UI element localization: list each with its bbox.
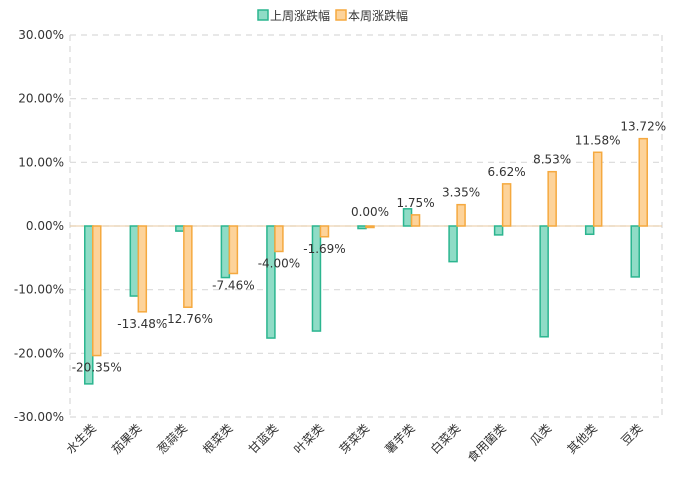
bar-last-week <box>539 225 549 338</box>
legend: 上周涨跌幅 本周涨跌幅 <box>257 8 408 23</box>
x-tick-label: 食用菌类 <box>464 421 509 466</box>
bar-last-week <box>311 225 322 332</box>
data-label: 8.53% <box>533 153 571 167</box>
legend-label-last-week: 上周涨跌幅 <box>270 8 330 23</box>
data-label: 11.58% <box>575 133 621 147</box>
bar-last-week <box>448 225 458 263</box>
y-tick-label: 10.00% <box>18 155 64 169</box>
x-tick-label: 水生类 <box>64 421 99 456</box>
data-label: 3.35% <box>442 186 480 200</box>
bar-last-week <box>266 225 276 339</box>
x-tick-label: 根菜类 <box>200 421 235 456</box>
bar-this-week <box>547 170 557 227</box>
bar-this-week <box>592 151 603 227</box>
y-tick-label: -20.00% <box>14 346 64 360</box>
bar-this-week <box>456 203 466 227</box>
bar-last-week <box>357 225 367 230</box>
x-tick-label: 白菜类 <box>427 421 463 457</box>
x-tick-label: 瓜类 <box>527 421 554 448</box>
data-label: 13.72% <box>620 120 666 134</box>
x-tick-label: 葱蒜类 <box>155 421 190 456</box>
bar-this-week <box>228 225 239 275</box>
bar-this-week <box>410 214 421 227</box>
bar-this-week <box>638 137 648 227</box>
bar-last-week <box>630 225 640 278</box>
bar-this-week <box>92 225 102 357</box>
data-label: 0.00% <box>351 205 389 219</box>
data-label: -7.46% <box>212 278 254 292</box>
x-tick-label: 叶菜类 <box>291 421 326 456</box>
bar-this-week <box>501 183 512 227</box>
bar-last-week <box>175 225 185 232</box>
x-tick-label: 茄果类 <box>109 421 144 456</box>
x-tick-label: 其他类 <box>564 421 599 456</box>
x-tick-label: 薯芋类 <box>382 421 417 456</box>
data-label: -13.48% <box>117 317 167 331</box>
y-tick-label: 20.00% <box>18 92 64 106</box>
bar-last-week <box>129 225 140 297</box>
data-label: -12.76% <box>163 312 213 326</box>
data-label: -20.35% <box>72 361 122 375</box>
bar-last-week <box>493 225 504 236</box>
x-tick-label: 豆类 <box>618 421 645 448</box>
legend-swatch-last-week <box>257 9 269 21</box>
bar-this-week <box>365 225 375 229</box>
legend-swatch-this-week <box>335 9 347 21</box>
bar-this-week <box>319 225 330 238</box>
y-tick-label: 30.00% <box>18 28 64 42</box>
bar-last-week <box>220 225 231 279</box>
y-tick-label: -30.00% <box>14 410 64 424</box>
data-label: -1.69% <box>303 242 345 256</box>
data-label: -4.00% <box>258 256 300 270</box>
bar-this-week <box>137 225 148 313</box>
bar-last-week <box>402 208 413 227</box>
bar-this-week <box>274 225 284 253</box>
legend-label-this-week: 本周涨跌幅 <box>348 8 408 23</box>
data-label: 6.62% <box>488 165 526 179</box>
x-tick-label: 芽菜类 <box>337 421 372 456</box>
plot-area: 30.00% 20.00% 10.00% 0.00% -10.00% -20.00% -30… <box>14 28 666 465</box>
y-tick-label: -10.00% <box>14 283 64 297</box>
y-tick-label: 0.00% <box>26 219 64 233</box>
bar-last-week <box>584 225 595 236</box>
data-label: 1.75% <box>396 196 434 210</box>
bar-this-week <box>183 225 193 308</box>
x-tick-label: 甘蓝类 <box>246 421 281 456</box>
